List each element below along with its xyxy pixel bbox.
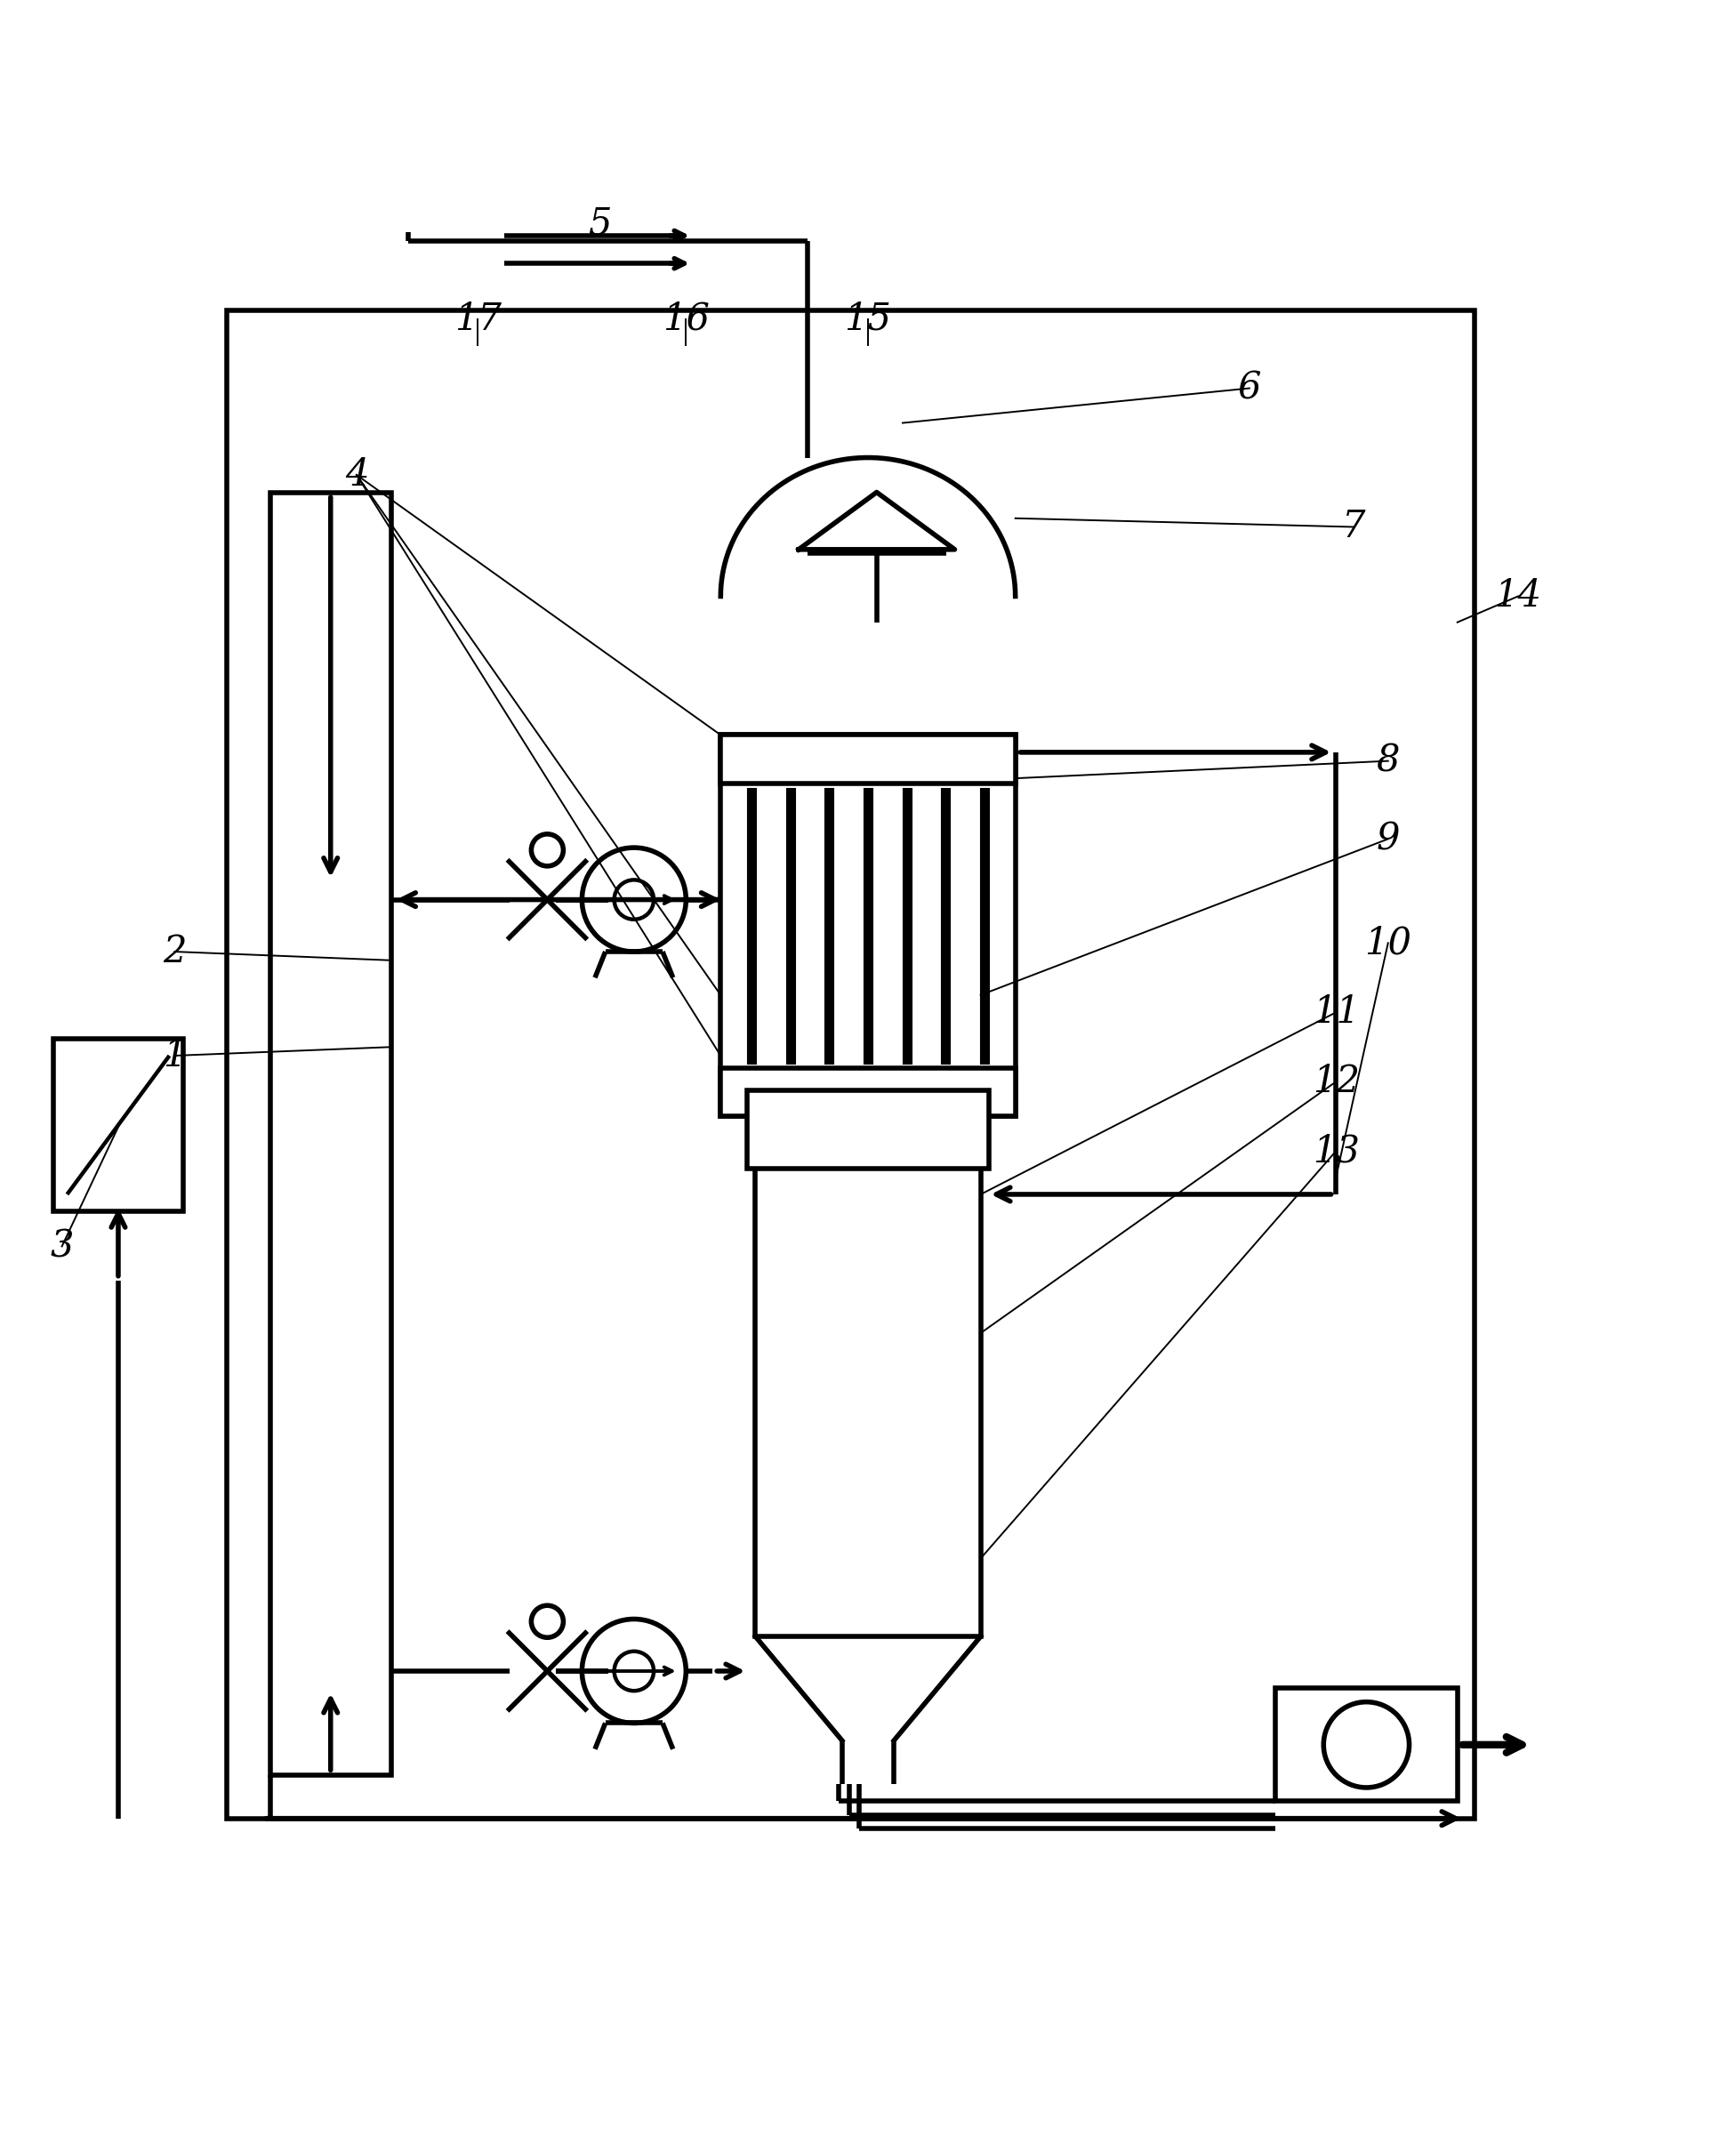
Text: 8: 8 <box>1377 743 1399 779</box>
Bar <box>720 734 1016 1116</box>
Text: 10: 10 <box>1364 925 1411 961</box>
Text: 9: 9 <box>1377 820 1399 858</box>
Bar <box>54 1039 184 1212</box>
Bar <box>755 1090 981 1637</box>
Bar <box>720 734 1016 783</box>
Text: 2: 2 <box>163 934 186 970</box>
Bar <box>227 311 1476 1818</box>
Text: 6: 6 <box>1238 369 1260 408</box>
Text: 4: 4 <box>345 457 368 494</box>
Text: 3: 3 <box>50 1228 73 1264</box>
Polygon shape <box>799 491 955 549</box>
Text: 14: 14 <box>1495 577 1542 616</box>
Text: 11: 11 <box>1312 994 1359 1030</box>
Bar <box>269 491 391 1775</box>
Text: 12: 12 <box>1312 1062 1359 1101</box>
Text: 17: 17 <box>455 300 502 337</box>
Text: 7: 7 <box>1342 509 1364 545</box>
Text: 1: 1 <box>163 1037 186 1075</box>
Text: 5: 5 <box>587 204 611 242</box>
Text: 15: 15 <box>844 300 892 337</box>
Text: 16: 16 <box>663 300 710 337</box>
Bar <box>1276 1689 1458 1800</box>
Bar <box>746 1090 990 1167</box>
Bar <box>720 1069 1016 1116</box>
Text: 13: 13 <box>1312 1133 1359 1170</box>
